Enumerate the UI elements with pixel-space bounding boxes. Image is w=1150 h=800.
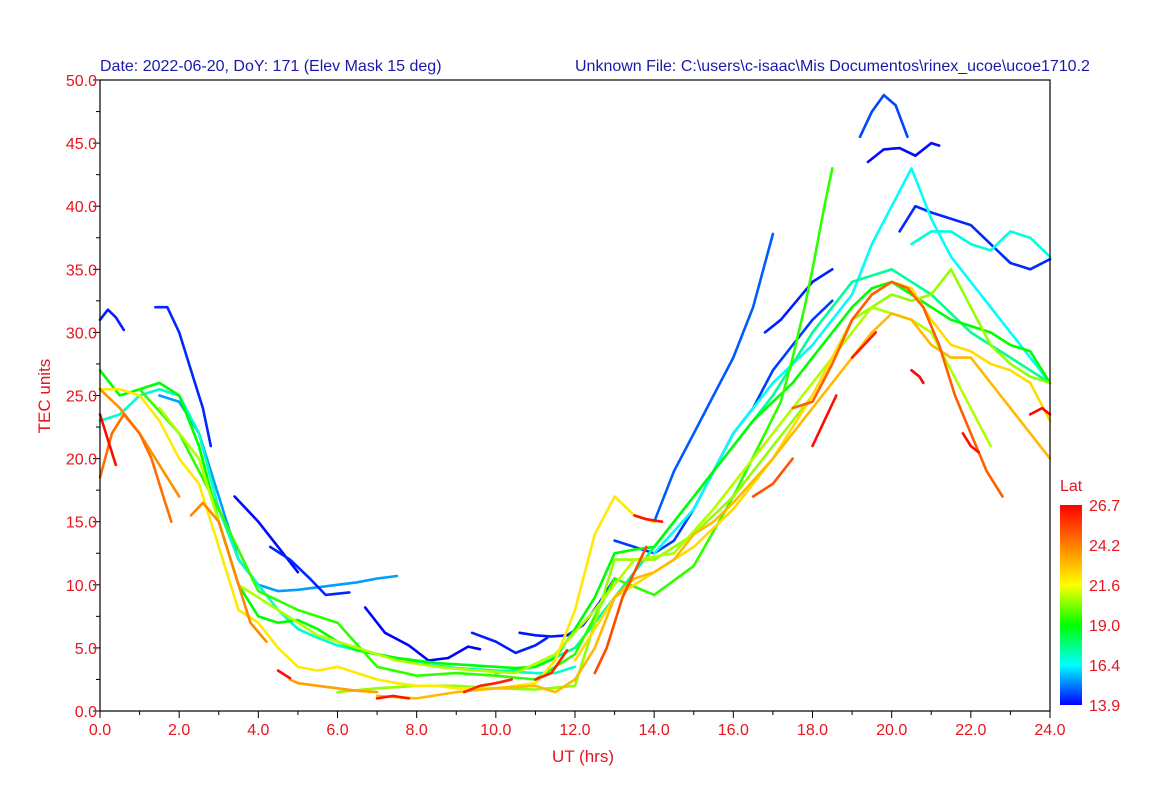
- y-axis-label: TEC units: [35, 359, 54, 434]
- satellite-track-16: [910, 230, 1052, 259]
- satellite-track-43: [276, 669, 292, 680]
- colorbar: Lat 26.7 24.2 21.6 19.0 16.4 13.9: [1060, 478, 1120, 715]
- satellite-track-2: [154, 305, 213, 448]
- satellite-track-32: [593, 545, 648, 675]
- satellite-track-30: [791, 280, 1004, 498]
- satellite-track-13: [866, 141, 941, 164]
- satellite-track-11: [763, 267, 834, 334]
- y-tick-label: 10.0: [66, 578, 97, 595]
- satellite-track-33: [98, 413, 118, 467]
- x-tick-label: 18.0: [797, 722, 828, 739]
- y-tick-label: 20.0: [66, 452, 97, 469]
- colorbar-label: 16.4: [1089, 658, 1120, 675]
- y-tick-label: 25.0: [66, 389, 97, 406]
- satellite-track-31: [751, 457, 795, 498]
- satellite-track-36: [462, 678, 514, 694]
- x-tick-label: 6.0: [326, 722, 348, 739]
- x-tick-label: 0.0: [89, 722, 111, 739]
- satellite-track-35: [375, 694, 411, 700]
- satellite-track-42: [811, 394, 838, 448]
- x-tick-label: 24.0: [1034, 722, 1065, 739]
- satellite-track-10: [652, 232, 775, 524]
- ticks-layer: 0.0 2.0 4.0 6.0 8.0 10.0 12.0 14.0 16.0 18.0 20.0 2…: [66, 73, 1066, 739]
- y-tick-label: 30.0: [66, 325, 97, 342]
- colorbar-title: Lat: [1060, 478, 1083, 495]
- y-tick-label: 15.0: [66, 515, 97, 532]
- satellite-track-39: [961, 432, 981, 454]
- satellite-track-5: [268, 545, 351, 597]
- satellite-track-1: [98, 308, 126, 332]
- y-tick-label: 5.0: [75, 641, 97, 658]
- x-axis-label: UT (hrs): [552, 747, 614, 766]
- x-tick-label: 16.0: [718, 722, 749, 739]
- satellite-track-28: [189, 501, 268, 643]
- x-tick-label: 8.0: [406, 722, 428, 739]
- y-tick-label: 45.0: [66, 136, 97, 153]
- satellite-track-25: [375, 312, 1052, 700]
- x-tick-label: 2.0: [168, 722, 190, 739]
- satellite-track-23: [98, 387, 656, 690]
- satellite-track-22: [158, 305, 992, 675]
- satellite-track-37: [850, 331, 878, 359]
- satellite-track-14: [898, 204, 1052, 271]
- satellite-track-17: [98, 387, 577, 675]
- colorbar-label: 26.7: [1089, 498, 1120, 515]
- colorbar-label: 21.6: [1089, 578, 1120, 595]
- satellite-track-41: [633, 514, 664, 524]
- colorbar-label: 19.0: [1089, 618, 1120, 635]
- satellite-track-34: [534, 649, 569, 681]
- y-tick-label: 50.0: [66, 73, 97, 90]
- x-tick-label: 4.0: [247, 722, 269, 739]
- y-tick-label: 0.0: [75, 704, 97, 721]
- x-tick-label: 10.0: [480, 722, 511, 739]
- satellite-track-38: [910, 368, 925, 385]
- x-tick-label: 20.0: [876, 722, 907, 739]
- satellite-track-29: [288, 678, 379, 694]
- colorbar-label: 13.9: [1089, 698, 1120, 715]
- satellite-track-6: [363, 606, 482, 662]
- x-tick-label: 12.0: [559, 722, 590, 739]
- colorbar-gradient: [1060, 505, 1082, 705]
- satellite-track-18: [494, 267, 1052, 675]
- satellite-track-20: [138, 167, 834, 681]
- satellite-track-26: [98, 387, 181, 498]
- satellite-track-21: [336, 267, 1052, 694]
- series-layer: [98, 93, 1052, 700]
- satellite-track-7: [470, 631, 549, 655]
- satellite-track-40: [1028, 406, 1052, 416]
- colorbar-labels: 26.7 24.2 21.6 19.0 16.4 13.9: [1089, 498, 1120, 715]
- satellite-track-12: [858, 93, 909, 139]
- date-header: Date: 2022-06-20, DoY: 171 (Elev Mask 15…: [100, 58, 442, 75]
- x-tick-label: 14.0: [639, 722, 670, 739]
- y-tick-label: 40.0: [66, 199, 97, 216]
- x-tick-label: 22.0: [955, 722, 986, 739]
- satellite-track-27: [98, 413, 173, 524]
- colorbar-label: 24.2: [1089, 538, 1120, 555]
- y-tick-label: 35.0: [66, 262, 97, 279]
- file-header: Unknown File: C:\users\c-isaac\Mis Docum…: [575, 58, 1090, 75]
- satellite-track-15: [652, 167, 1052, 555]
